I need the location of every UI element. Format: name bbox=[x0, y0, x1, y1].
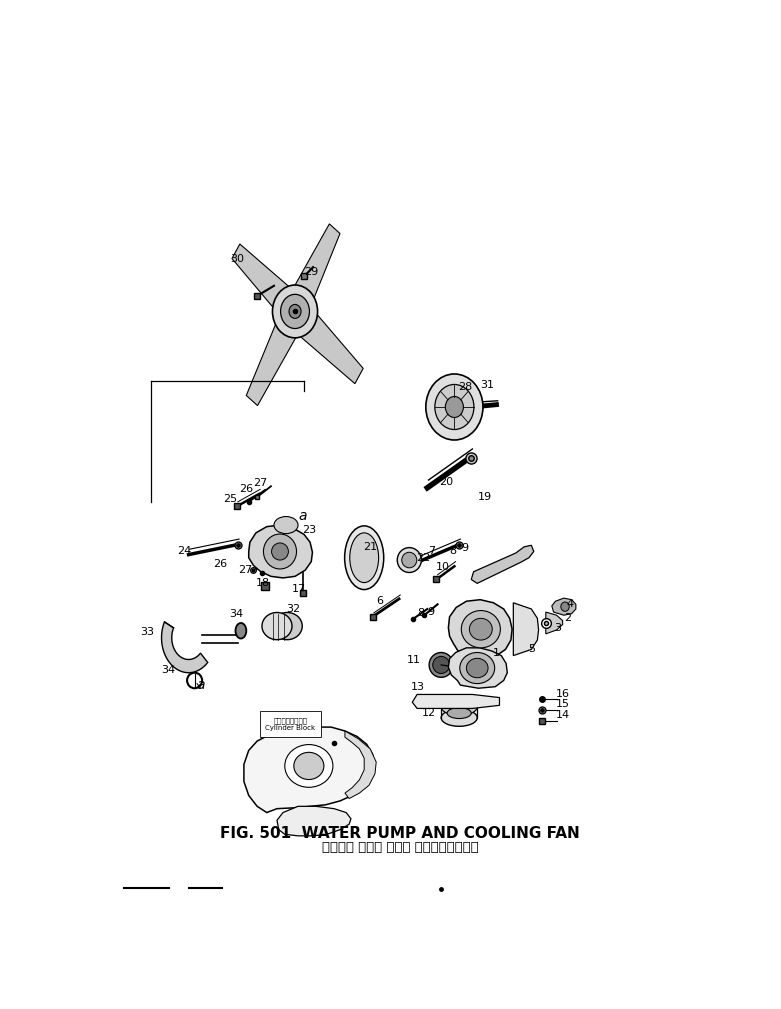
Polygon shape bbox=[162, 622, 208, 673]
Text: 11: 11 bbox=[407, 655, 421, 665]
Text: 34: 34 bbox=[230, 608, 244, 619]
Text: 27: 27 bbox=[238, 565, 253, 575]
Ellipse shape bbox=[460, 653, 494, 683]
Text: a: a bbox=[298, 509, 307, 523]
Ellipse shape bbox=[429, 653, 453, 677]
Text: 13: 13 bbox=[412, 682, 426, 692]
Polygon shape bbox=[471, 545, 533, 583]
Ellipse shape bbox=[285, 745, 333, 787]
Polygon shape bbox=[448, 648, 508, 688]
Text: 29: 29 bbox=[304, 266, 319, 276]
Text: 23: 23 bbox=[301, 525, 316, 535]
Ellipse shape bbox=[344, 526, 383, 589]
Ellipse shape bbox=[289, 305, 301, 319]
Polygon shape bbox=[294, 224, 340, 302]
Text: 26: 26 bbox=[239, 484, 253, 494]
Text: 26: 26 bbox=[212, 559, 227, 569]
Text: 34: 34 bbox=[162, 665, 176, 675]
Text: 1: 1 bbox=[493, 648, 500, 658]
Text: 14: 14 bbox=[555, 709, 569, 719]
Ellipse shape bbox=[441, 698, 477, 715]
Text: 18: 18 bbox=[256, 577, 270, 587]
Text: ウォータ ポンプ および クーリングファン: ウォータ ポンプ および クーリングファン bbox=[322, 842, 479, 855]
Polygon shape bbox=[412, 694, 500, 708]
Polygon shape bbox=[277, 806, 351, 835]
Ellipse shape bbox=[448, 707, 471, 718]
Ellipse shape bbox=[435, 384, 474, 430]
Ellipse shape bbox=[280, 295, 309, 329]
Text: 31: 31 bbox=[480, 380, 494, 390]
Text: 22: 22 bbox=[416, 554, 430, 563]
Ellipse shape bbox=[294, 753, 324, 780]
Ellipse shape bbox=[561, 602, 569, 611]
Ellipse shape bbox=[466, 658, 488, 678]
Text: 8: 8 bbox=[417, 607, 424, 618]
Text: シリンダブロック
Cylinder Block: シリンダブロック Cylinder Block bbox=[265, 717, 316, 732]
Text: 8: 8 bbox=[450, 546, 457, 556]
Text: 28: 28 bbox=[458, 381, 473, 391]
Polygon shape bbox=[448, 599, 512, 657]
Ellipse shape bbox=[401, 552, 417, 568]
Polygon shape bbox=[301, 311, 363, 383]
Ellipse shape bbox=[398, 548, 421, 572]
Text: 10: 10 bbox=[436, 562, 450, 572]
Text: 20: 20 bbox=[439, 476, 453, 486]
Text: 24: 24 bbox=[177, 547, 191, 557]
Text: 5: 5 bbox=[528, 645, 535, 655]
Ellipse shape bbox=[469, 619, 492, 640]
Polygon shape bbox=[244, 727, 374, 812]
Ellipse shape bbox=[274, 517, 298, 534]
Ellipse shape bbox=[445, 397, 463, 418]
Polygon shape bbox=[546, 612, 562, 634]
Text: 12: 12 bbox=[422, 708, 437, 718]
Text: 4: 4 bbox=[566, 599, 573, 609]
Text: 25: 25 bbox=[223, 493, 237, 503]
Ellipse shape bbox=[426, 374, 483, 440]
Text: 27: 27 bbox=[254, 478, 268, 488]
Ellipse shape bbox=[272, 612, 302, 640]
Ellipse shape bbox=[263, 534, 297, 569]
Text: a: a bbox=[196, 678, 205, 692]
Polygon shape bbox=[232, 244, 289, 311]
Ellipse shape bbox=[433, 657, 450, 673]
Text: 9: 9 bbox=[426, 607, 434, 618]
Ellipse shape bbox=[441, 709, 477, 726]
Text: 33: 33 bbox=[141, 628, 155, 638]
Ellipse shape bbox=[272, 543, 288, 560]
Text: 17: 17 bbox=[292, 584, 306, 593]
Polygon shape bbox=[345, 731, 376, 798]
Text: 15: 15 bbox=[555, 699, 569, 708]
Ellipse shape bbox=[350, 533, 379, 582]
Ellipse shape bbox=[462, 610, 501, 648]
Ellipse shape bbox=[262, 612, 292, 640]
Text: 3: 3 bbox=[555, 623, 562, 633]
Text: 19: 19 bbox=[478, 492, 492, 502]
Polygon shape bbox=[552, 598, 576, 615]
Text: 30: 30 bbox=[230, 254, 244, 264]
Ellipse shape bbox=[273, 285, 318, 338]
Polygon shape bbox=[248, 525, 312, 578]
Polygon shape bbox=[513, 602, 539, 656]
Text: 2: 2 bbox=[564, 612, 571, 623]
Text: 32: 32 bbox=[286, 604, 300, 614]
Text: 16: 16 bbox=[555, 689, 569, 698]
Text: FIG. 501  WATER PUMP AND COOLING FAN: FIG. 501 WATER PUMP AND COOLING FAN bbox=[220, 826, 580, 842]
Polygon shape bbox=[246, 321, 296, 406]
Text: 7: 7 bbox=[429, 546, 436, 556]
Text: 6: 6 bbox=[376, 596, 383, 606]
Text: 21: 21 bbox=[363, 542, 377, 552]
Text: 9: 9 bbox=[461, 544, 468, 553]
Ellipse shape bbox=[236, 623, 246, 639]
